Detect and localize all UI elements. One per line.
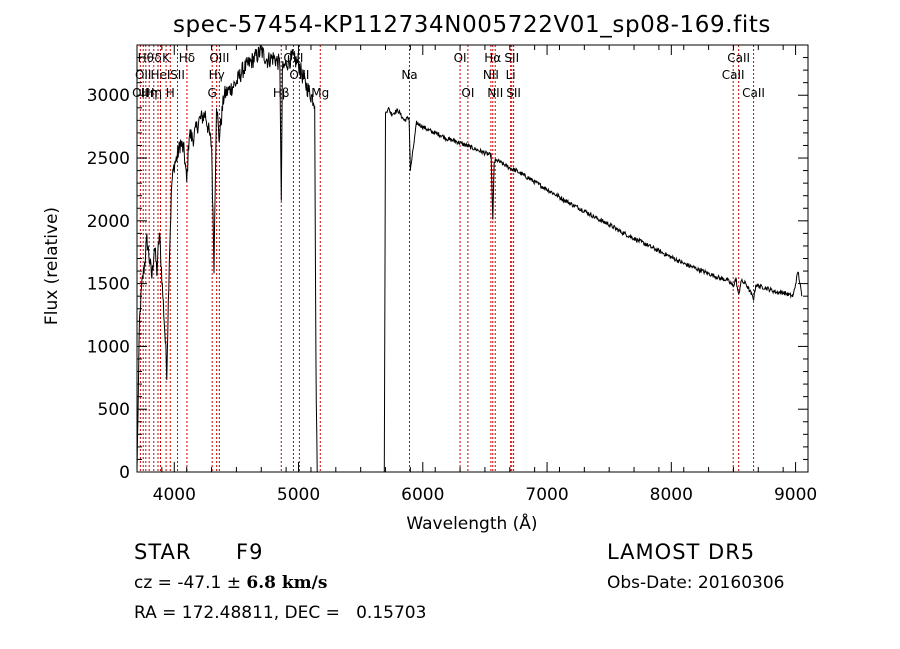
spectral-line-label: Hδ	[179, 51, 195, 65]
x-tick-label: 6000	[401, 485, 444, 505]
x-axis-label: Wavelength (Å)	[406, 512, 537, 534]
plot-frame	[136, 44, 809, 473]
spectral-line-label: OII	[132, 86, 149, 100]
spectral-line-label: Li	[506, 68, 516, 82]
spectral-line-label: SII	[506, 86, 521, 100]
spectrum-series-line	[136, 43, 803, 473]
x-tick-label: 8000	[650, 485, 693, 505]
spectral-line-label: SII	[170, 68, 185, 82]
spectral-line-label: H	[166, 86, 175, 100]
spectral-line-label: Hβ	[273, 86, 290, 100]
spectrum-figure: spec-57454-KP112734N005722V01_sp08-169.f…	[42, 12, 817, 534]
y-axis: 0 500 1000 1500 2000 2500 3000	[87, 44, 808, 483]
y-tick-label: 1500	[87, 275, 130, 295]
spectral-line-label: NII	[483, 68, 499, 82]
spectral-line-label: CaII	[742, 86, 765, 100]
spectral-line-label: NII	[487, 86, 503, 100]
spectral-line-label: OI	[461, 86, 474, 100]
redshift-value: cz = -47.1 ±	[134, 573, 247, 593]
survey-name: LAMOST DR5	[607, 540, 756, 564]
spectral-line-label: OIII	[289, 68, 309, 82]
y-tick-label: 3000	[87, 86, 130, 106]
y-tick-label: 2000	[87, 212, 130, 232]
y-tick-label: 0	[119, 463, 130, 483]
spectral-line-label: OII	[135, 68, 152, 82]
redshift-line: cz = -47.1 ± 6.8 km/s	[134, 573, 327, 593]
spectral-line-label: CaII	[727, 51, 750, 65]
spectral-line-label: HeI	[151, 68, 171, 82]
spectral-line-label: K	[162, 51, 171, 65]
spectral-line-label: Hγ	[209, 68, 225, 82]
chart-title: spec-57454-KP112734N005722V01_sp08-169.f…	[173, 12, 771, 38]
spectral-line-label: Mg	[311, 86, 329, 100]
object-class: F9	[236, 540, 264, 564]
redshift-error: 6.8 km/s	[246, 573, 328, 593]
spectral-line-label: δ	[154, 51, 161, 65]
spectral-line-label: Na	[401, 68, 417, 82]
spectral-line-markers	[139, 45, 755, 472]
y-tick-label: 2500	[87, 149, 130, 169]
spectral-line-label: OIII	[209, 51, 229, 65]
x-tick-label: 5000	[277, 485, 320, 505]
spectral-line-label: Hθ	[138, 51, 154, 65]
spectral-line-label: SII	[504, 51, 519, 65]
spectral-line-label: Hη	[145, 86, 162, 100]
spectral-line-label: CaII	[722, 68, 745, 82]
x-axis: 4000 5000 6000 7000 8000 9000	[136, 45, 817, 505]
x-tick-label: 7000	[525, 485, 568, 505]
spectral-line-label: Hα	[484, 51, 501, 65]
spectral-line-label: OI	[454, 51, 467, 65]
y-tick-label: 1000	[87, 337, 130, 357]
object-type: STAR	[134, 540, 192, 564]
spectral-line-labels: OIIOIIHθHηHηδHeIKHSIIHδGHγOIIIHβOIIIOIII…	[132, 51, 765, 100]
x-tick-label: 9000	[774, 485, 817, 505]
spectral-line-label: Hη	[141, 86, 158, 100]
observation-date: Obs-Date: 20160306	[607, 573, 785, 593]
spectral-line-label: G	[208, 86, 217, 100]
y-axis-label: Flux (relative)	[42, 207, 62, 325]
y-tick-label: 500	[98, 400, 130, 420]
coordinates-line: RA = 172.48811, DEC = 0.15703	[134, 603, 427, 623]
x-tick-label: 4000	[153, 485, 196, 505]
